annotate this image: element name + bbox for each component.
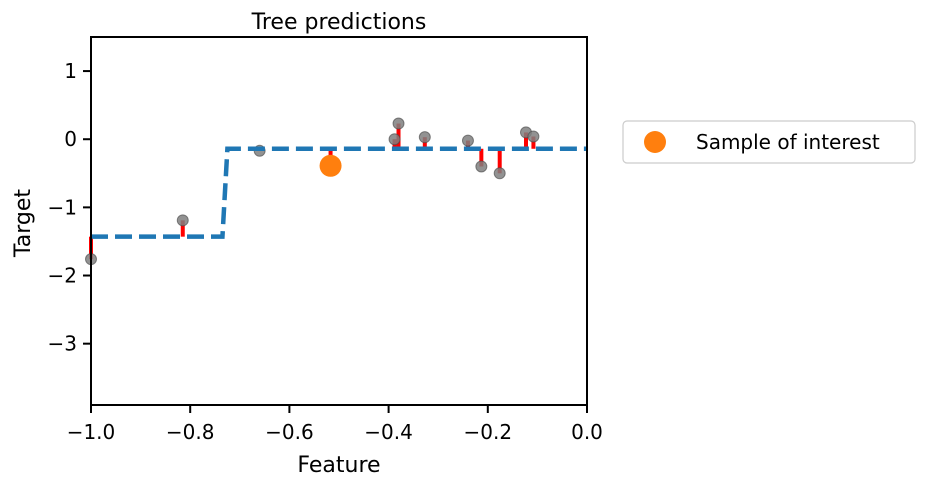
data-point-4 — [388, 133, 401, 146]
data-point-2 — [176, 214, 189, 227]
x-tick-label: 0.0 — [571, 420, 603, 444]
data-point-7 — [461, 134, 474, 147]
data-point-8 — [475, 160, 488, 173]
data-point-9 — [493, 167, 506, 180]
sample-of-interest-marker — [319, 154, 342, 177]
legend: Sample of interest — [622, 120, 916, 164]
chart-title: Tree predictions — [251, 10, 427, 35]
plot-frame — [90, 36, 588, 406]
y-axis-label: Target — [11, 189, 36, 258]
y-tick-label: −2 — [48, 264, 77, 288]
y-tick-label: 1 — [64, 59, 77, 83]
prediction-line — [91, 146, 587, 239]
y-tick-label: −1 — [48, 195, 77, 219]
legend-label-sample-of-interest: Sample of interest — [696, 130, 880, 154]
data-point-11 — [527, 130, 540, 143]
legend-frame — [622, 120, 916, 164]
x-tick-label: −0.4 — [364, 420, 413, 444]
y-tick-label: 0 — [64, 127, 77, 151]
y-tick-label: −3 — [48, 332, 77, 356]
axes: −1.0 −0.8 −0.6 −0.4 −0.2 0.0 1 0 −1 −2 −3 — [48, 36, 603, 444]
x-tick-label: −0.2 — [464, 420, 513, 444]
x-tick-label: −1.0 — [67, 420, 116, 444]
x-tick-label: −0.8 — [166, 420, 215, 444]
x-axis-label: Feature — [297, 453, 380, 478]
data-point-6 — [418, 131, 431, 144]
data-point-5 — [392, 117, 405, 130]
plot-area — [85, 117, 587, 266]
legend-marker-sample-of-interest — [644, 131, 666, 153]
x-tick-label: −0.6 — [265, 420, 314, 444]
